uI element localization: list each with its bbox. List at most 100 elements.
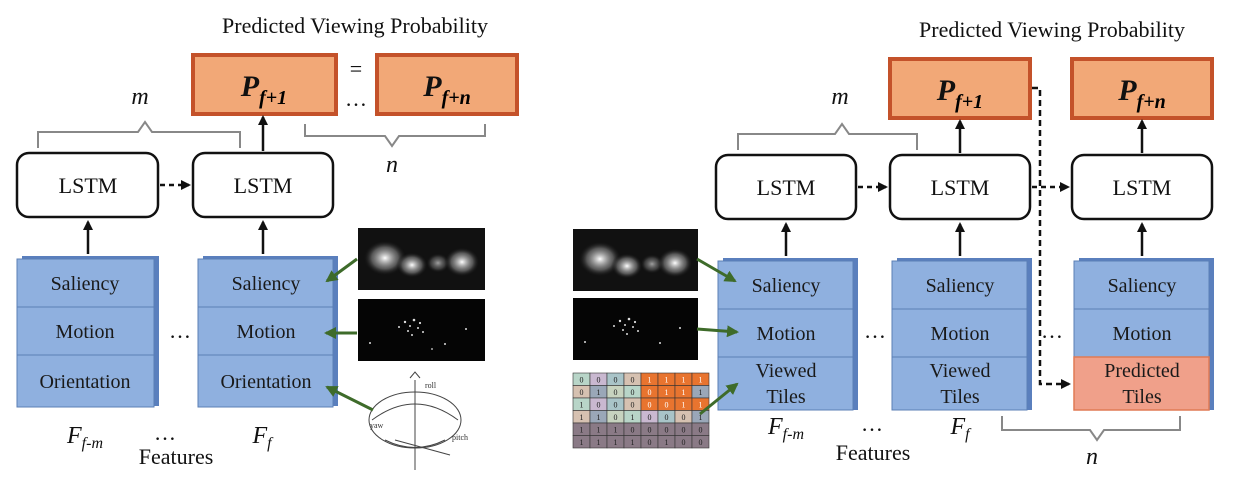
left-equals: = bbox=[350, 56, 362, 81]
right-prob-box-f1 bbox=[888, 57, 1032, 120]
tile-cell-value: 1 bbox=[614, 426, 618, 435]
right-m-label: m bbox=[831, 84, 848, 110]
left-title: Predicted Viewing Probability bbox=[222, 13, 488, 38]
tile-cell-value: 0 bbox=[682, 413, 686, 422]
left-green-arrow-orientation bbox=[325, 385, 374, 412]
right-lstm-1 bbox=[714, 153, 858, 221]
tile-cell-value: 1 bbox=[631, 413, 635, 422]
left-lstm-2 bbox=[191, 151, 335, 219]
tile-cell-value: 0 bbox=[682, 438, 686, 447]
right-motion-image bbox=[573, 298, 698, 360]
right-green-arrow-motion bbox=[696, 325, 739, 338]
tile-cell-value: 0 bbox=[597, 401, 601, 410]
tile-cell-value: 1 bbox=[665, 438, 669, 447]
right-title: Predicted Viewing Probability bbox=[919, 17, 1185, 42]
right-lstm-3-label: LSTM bbox=[1113, 175, 1172, 200]
tile-cell-value: 0 bbox=[648, 388, 652, 397]
left-prob-box-fn bbox=[375, 53, 519, 116]
left-n-label: n bbox=[386, 152, 398, 178]
tile-cell-value: 1 bbox=[682, 376, 686, 385]
tile-cell-value: 1 bbox=[597, 426, 601, 435]
tile-cell-value: 0 bbox=[614, 401, 618, 410]
right-ellipsis-mid-1: … bbox=[864, 318, 886, 343]
tile-cell-value: 1 bbox=[699, 401, 703, 410]
left-saliency-image bbox=[358, 228, 485, 290]
tile-cell-value: 0 bbox=[648, 426, 652, 435]
left-s2-motion: Motion bbox=[237, 321, 296, 343]
right-s1-viewed: Viewed bbox=[756, 360, 817, 382]
svg-text:yaw: yaw bbox=[370, 421, 384, 430]
tile-cell-value: 1 bbox=[665, 388, 669, 397]
right-green-arrow-saliency bbox=[696, 257, 737, 283]
tile-cell-value: 0 bbox=[614, 376, 618, 385]
right-feature-stack-1: Saliency Motion Viewed Tiles bbox=[717, 258, 858, 411]
left-stack-1-label: Ff-m bbox=[66, 423, 103, 452]
right-n-bracket bbox=[1001, 416, 1181, 442]
right-m-bracket bbox=[737, 122, 918, 150]
tile-cell-value: 0 bbox=[580, 376, 584, 385]
right-green-arrow-tiles bbox=[699, 382, 739, 416]
right-ellipsis-bottom: … bbox=[861, 411, 883, 436]
tile-cell-value: 0 bbox=[648, 438, 652, 447]
right-panel: Predicted Viewing Probability Pf+1 Pf+n … bbox=[572, 17, 1214, 470]
tile-cell-value: 0 bbox=[699, 438, 703, 447]
right-lstm-2-label: LSTM bbox=[931, 175, 990, 200]
tile-cell-value: 0 bbox=[665, 426, 669, 435]
tile-cell-value: 0 bbox=[665, 401, 669, 410]
right-feature-stack-3: Saliency Motion Predicted Tiles bbox=[1073, 258, 1214, 411]
right-ellipsis-mid-2: … bbox=[1041, 318, 1063, 343]
tile-cell-value: 1 bbox=[580, 401, 584, 410]
left-m-label: m bbox=[131, 84, 148, 110]
tile-cell-value: 0 bbox=[665, 413, 669, 422]
tile-cell-value: 1 bbox=[665, 376, 669, 385]
svg-text:pitch: pitch bbox=[452, 433, 468, 442]
right-lstm-1-label: LSTM bbox=[757, 175, 816, 200]
right-s3-saliency: Saliency bbox=[1108, 275, 1177, 297]
left-m-bracket bbox=[37, 120, 241, 148]
left-ellipsis-bottom: … bbox=[154, 420, 176, 445]
right-features-label: Features bbox=[836, 440, 911, 465]
right-s1-tiles: Tiles bbox=[766, 386, 806, 408]
right-stack-2-label: Ff bbox=[949, 414, 972, 443]
right-s3-motion: Motion bbox=[1113, 323, 1172, 345]
tile-cell-value: 0 bbox=[580, 388, 584, 397]
tile-cell-value: 0 bbox=[648, 413, 652, 422]
tile-cell-value: 1 bbox=[597, 413, 601, 422]
left-feature-stack-2: Saliency Motion Orientation bbox=[197, 256, 338, 408]
left-prob-f1-label: Pf+1 bbox=[240, 70, 287, 109]
tile-cell-value: 1 bbox=[631, 438, 635, 447]
right-lstm-3 bbox=[1070, 153, 1214, 221]
tile-cell-value: 1 bbox=[580, 426, 584, 435]
tile-cell-value: 1 bbox=[597, 438, 601, 447]
right-prob-fn-label: Pf+n bbox=[1117, 74, 1166, 113]
right-saliency-image bbox=[573, 229, 698, 291]
tile-cell-value: 0 bbox=[648, 401, 652, 410]
right-s2-viewed: Viewed bbox=[930, 360, 991, 382]
left-feature-stack-1: Saliency Motion Orientation bbox=[16, 256, 159, 408]
tile-cell-value: 0 bbox=[631, 388, 635, 397]
tile-cell-value: 1 bbox=[648, 376, 652, 385]
tile-cell-value: 0 bbox=[631, 376, 635, 385]
right-s3-tiles: Tiles bbox=[1122, 386, 1162, 408]
right-stack-1-label: Ff-m bbox=[767, 414, 804, 443]
right-lstm-2 bbox=[888, 153, 1032, 221]
left-panel: Predicted Viewing Probability Pf+1 = … P… bbox=[15, 13, 519, 470]
tile-cell-value: 0 bbox=[699, 426, 703, 435]
left-s1-saliency: Saliency bbox=[51, 273, 120, 295]
right-feedback-arrow bbox=[1032, 86, 1071, 389]
tile-cell-value: 1 bbox=[580, 413, 584, 422]
right-s1-motion: Motion bbox=[757, 323, 816, 345]
left-features-label: Features bbox=[139, 444, 214, 469]
tile-cell-value: 0 bbox=[682, 426, 686, 435]
tile-cell-value: 0 bbox=[631, 401, 635, 410]
left-prob-fn-label: Pf+n bbox=[422, 70, 471, 109]
right-s3-predicted: Predicted bbox=[1104, 360, 1180, 382]
left-lstm-2-label: LSTM bbox=[234, 173, 293, 198]
tile-cell-value: 1 bbox=[682, 388, 686, 397]
left-ellipsis-mid: … bbox=[169, 318, 191, 343]
left-lstm-1 bbox=[15, 151, 160, 219]
tile-cell-value: 1 bbox=[682, 401, 686, 410]
left-green-arrow-saliency bbox=[325, 257, 358, 283]
tile-cell-value: 1 bbox=[699, 388, 703, 397]
